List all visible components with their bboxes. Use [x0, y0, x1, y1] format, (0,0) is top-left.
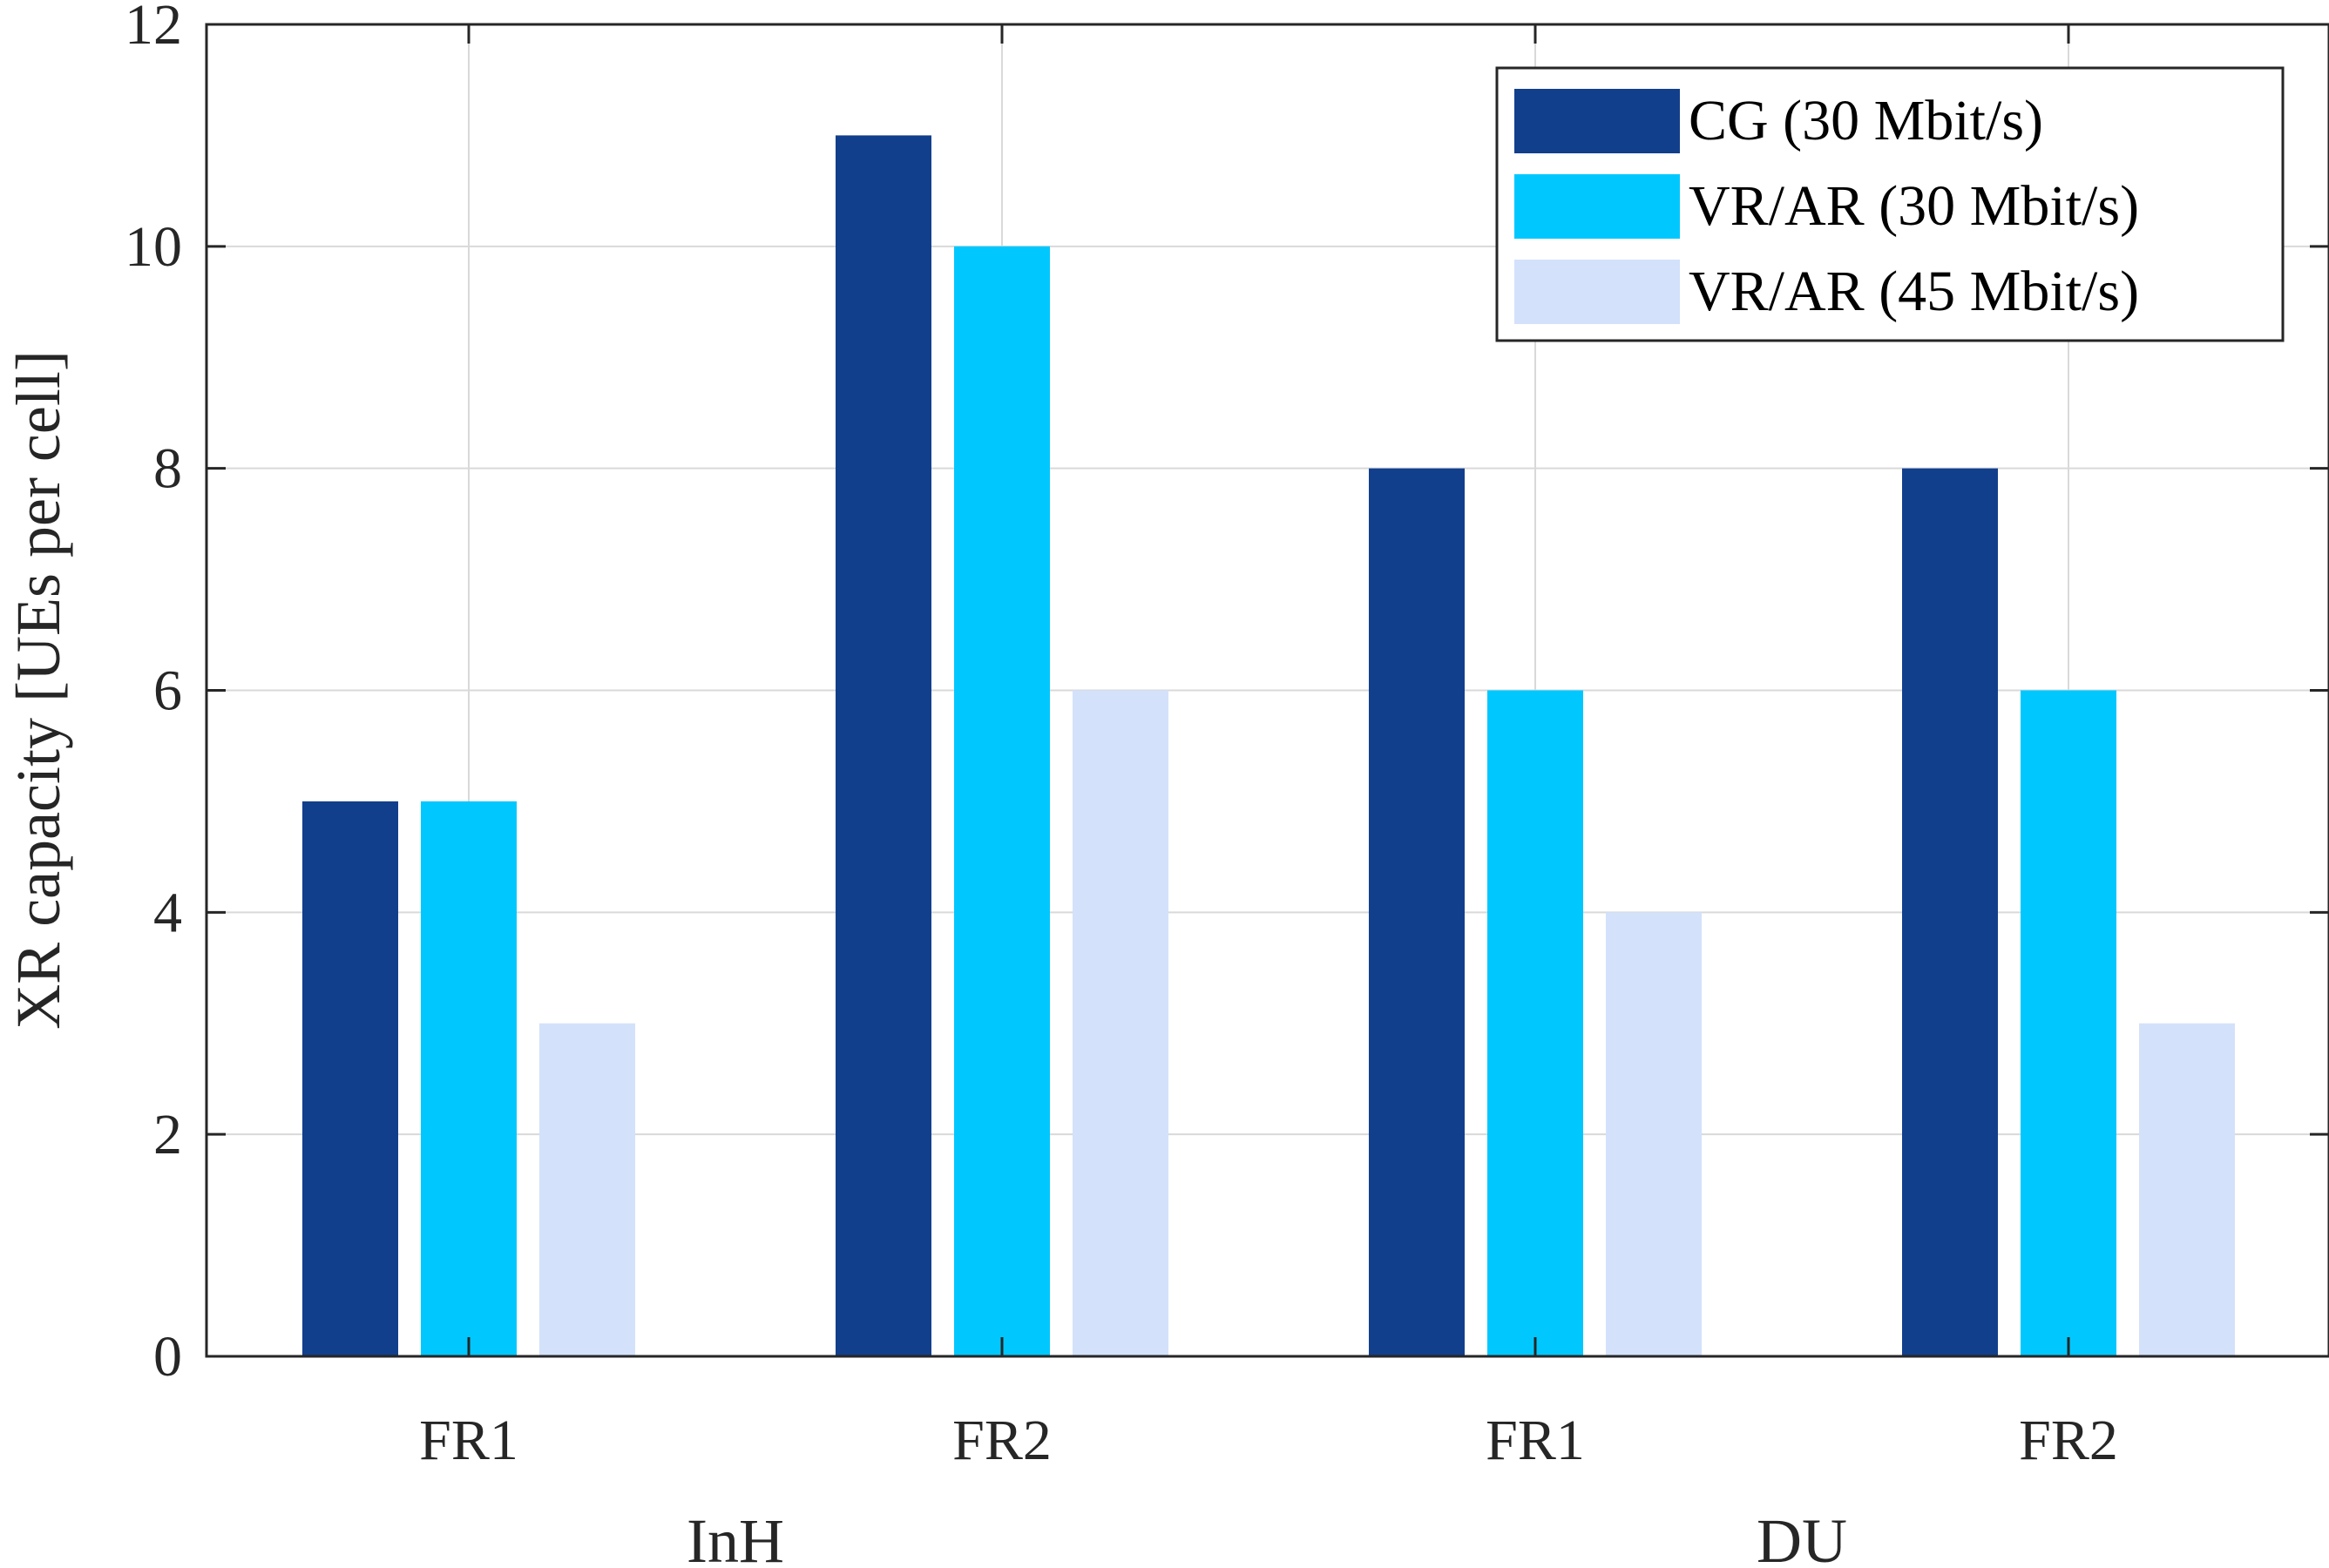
legend-label: CG (30 Mbit/s) [1689, 89, 2043, 152]
legend-swatch [1514, 174, 1680, 239]
bar [2021, 690, 2116, 1356]
y-tick-label: 4 [153, 881, 182, 944]
bar [539, 1023, 635, 1356]
x-tick-label: FR2 [2019, 1409, 2118, 1472]
x-tick-label: FR1 [419, 1409, 518, 1472]
bar [1606, 912, 1702, 1356]
bar [954, 246, 1050, 1356]
bar [2139, 1023, 2235, 1356]
x-tick-label: FR2 [952, 1409, 1052, 1472]
bar [302, 801, 398, 1356]
group-label: InH [687, 1506, 784, 1568]
legend-label: VR/AR (30 Mbit/s) [1689, 174, 2139, 238]
bar [1073, 690, 1168, 1356]
bar [421, 801, 517, 1356]
y-tick-label: 10 [125, 215, 182, 279]
legend-swatch [1514, 89, 1680, 153]
group-label: DU [1757, 1506, 1847, 1568]
legend: CG (30 Mbit/s) VR/AR (30 Mbit/s) VR/AR (45… [1495, 66, 2285, 342]
tick-labels: 0 2 4 6 8 10 12 FR1 FR2 FR1 FR2 InH DU [125, 0, 2118, 1568]
legend-label: VR/AR (45 Mbit/s) [1689, 260, 2139, 323]
y-tick-label: 2 [153, 1103, 182, 1166]
x-tick-label: FR1 [1486, 1409, 1585, 1472]
bars [302, 135, 2235, 1357]
legend-swatch [1514, 260, 1680, 324]
bar [1902, 468, 1998, 1356]
y-tick-label: 6 [153, 659, 182, 723]
y-axis-label: XR capacity [UEs per cell] [3, 350, 73, 1030]
y-tick-label: 0 [153, 1325, 182, 1389]
bar [836, 135, 931, 1357]
axis-ticks [206, 23, 2329, 1358]
y-tick-label: 8 [153, 437, 182, 501]
y-tick-label: 12 [125, 0, 182, 57]
bar [1369, 468, 1465, 1356]
bar [1487, 690, 1583, 1356]
